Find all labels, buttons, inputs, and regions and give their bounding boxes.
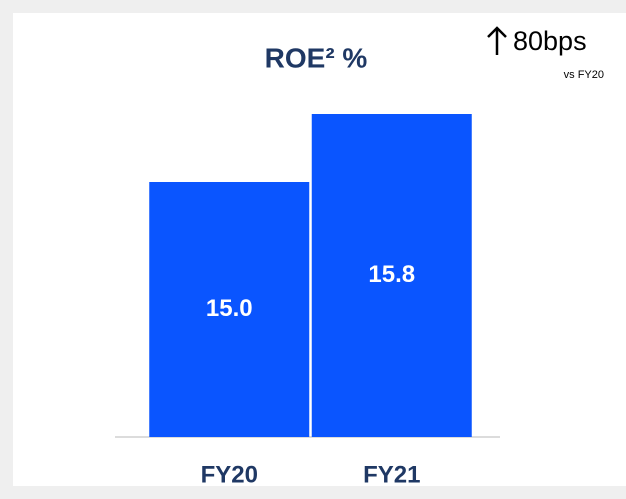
change-annotation: 80bps: [513, 26, 587, 56]
comparison-note: vs FY20: [564, 69, 604, 81]
x-tick-label: FY20: [201, 461, 258, 488]
value-label: 15.8: [368, 261, 415, 288]
bar: [311, 114, 472, 437]
up-arrow: [487, 26, 507, 55]
value-label: 15.0: [206, 295, 253, 322]
bar: [149, 182, 310, 437]
chart-title: ROE² %: [265, 42, 368, 73]
x-tick-label: FY21: [363, 461, 420, 488]
